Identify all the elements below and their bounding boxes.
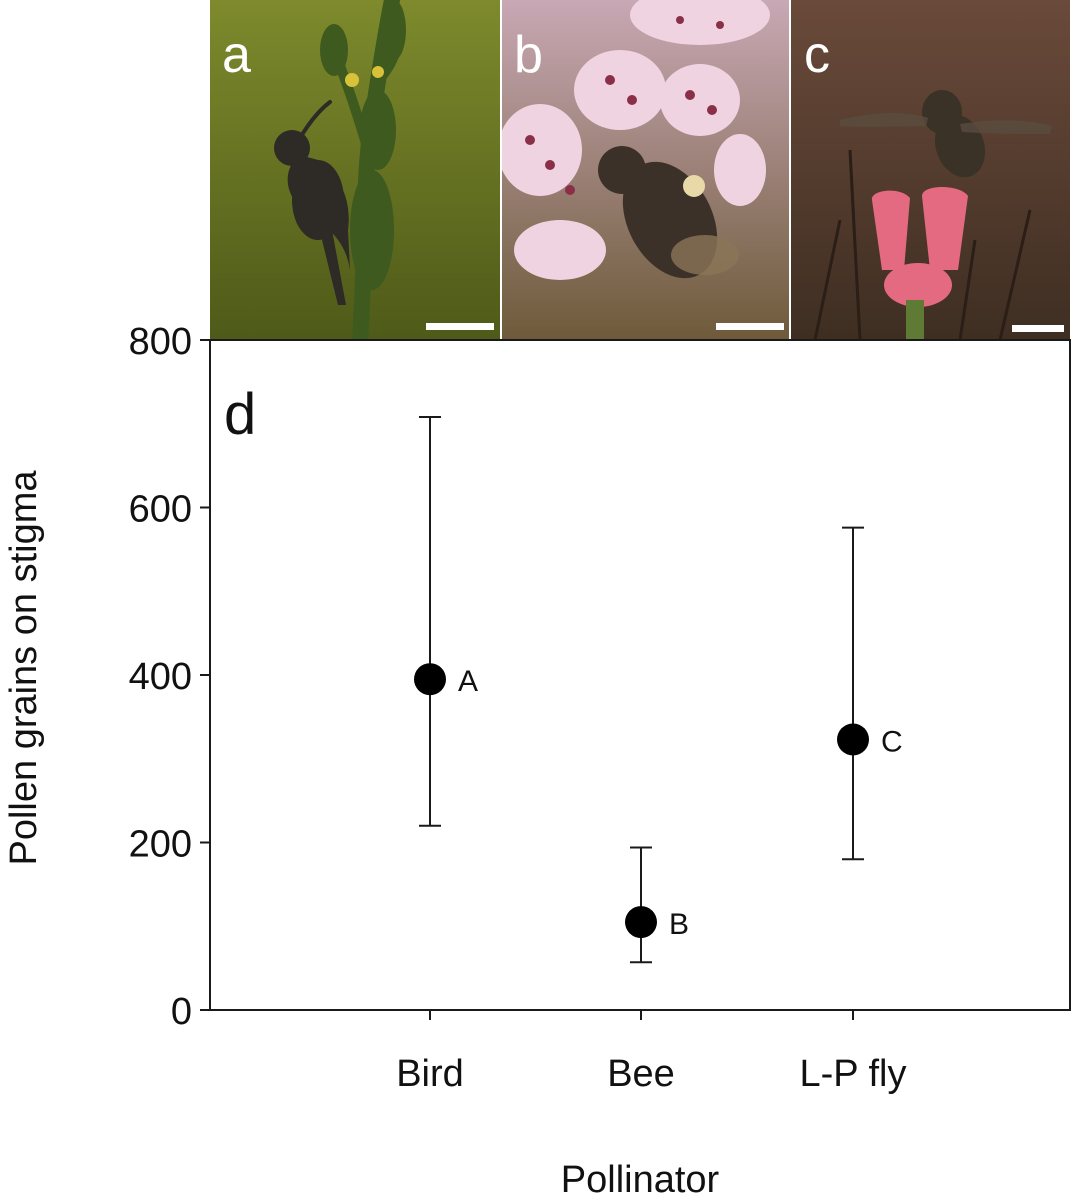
y-tick-label: 400 bbox=[129, 656, 192, 698]
shrub-twigs-illustration bbox=[813, 149, 1032, 340]
data-point bbox=[414, 663, 446, 696]
x-tick-label: L-P fly bbox=[799, 1053, 906, 1095]
plant-stem-illustration bbox=[320, 0, 406, 340]
scale-bar bbox=[426, 323, 494, 330]
flower-spots-illustration bbox=[525, 16, 724, 195]
y-tick-label: 200 bbox=[129, 824, 192, 866]
flower-bud-icon bbox=[372, 66, 384, 78]
scale-bar bbox=[716, 323, 784, 330]
y-axis-title: Pollen grains on stigma bbox=[3, 470, 45, 866]
point-label: B bbox=[669, 908, 689, 941]
photo-panel-c: c bbox=[791, 0, 1070, 340]
flower-bud-icon bbox=[345, 73, 359, 87]
y-tick-label: 600 bbox=[129, 489, 192, 531]
scale-bar bbox=[1012, 325, 1064, 332]
panel-letter-a: a bbox=[222, 26, 251, 84]
panel-letter-d: d bbox=[224, 382, 256, 447]
flower-stem bbox=[906, 300, 924, 340]
heather-flowers-illustration bbox=[502, 0, 770, 280]
tubular-flowers-illustration bbox=[871, 187, 968, 307]
chart-panel-d: d 0 200 400 600 800 Bird Bee L-P fly A B C Polle… bbox=[3, 321, 1071, 1200]
fly-illustration bbox=[840, 90, 1052, 178]
y-tick-label: 800 bbox=[129, 321, 192, 363]
sunbird-illustration bbox=[274, 100, 350, 305]
data-point bbox=[625, 906, 657, 939]
data-point bbox=[837, 723, 869, 756]
x-axis-title: Pollinator bbox=[561, 1159, 720, 1200]
x-axis: Bird Bee L-P fly bbox=[396, 1010, 907, 1095]
panel-letter-b: b bbox=[514, 26, 543, 84]
point-label: A bbox=[458, 665, 478, 698]
photo-panel-a: a bbox=[210, 0, 500, 340]
y-axis: 0 200 400 600 800 bbox=[129, 321, 210, 1033]
pollen-load-icon bbox=[683, 175, 705, 197]
panel-letter-c: c bbox=[804, 26, 830, 84]
photo-panel-b: b bbox=[502, 0, 789, 340]
x-tick-label: Bird bbox=[396, 1053, 464, 1095]
point-label: C bbox=[881, 725, 903, 758]
y-tick-label: 0 bbox=[171, 991, 192, 1033]
data-points: A B C bbox=[414, 416, 903, 964]
x-tick-label: Bee bbox=[607, 1053, 675, 1095]
